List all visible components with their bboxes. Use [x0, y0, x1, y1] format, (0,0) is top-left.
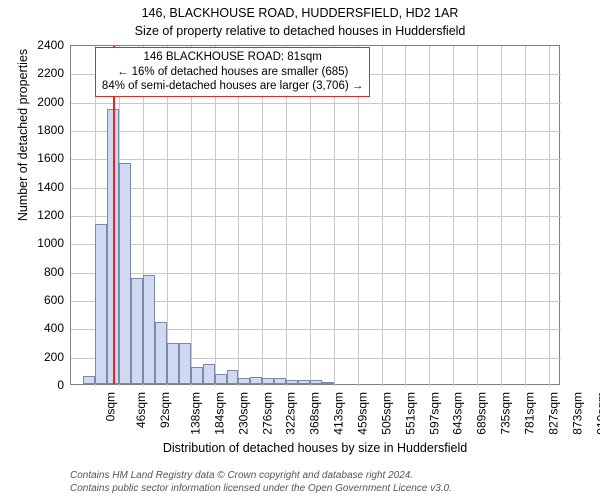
gridline-vertical	[477, 46, 478, 386]
histogram-bar	[215, 374, 227, 384]
gridline-horizontal	[71, 159, 561, 160]
gridline-horizontal	[71, 103, 561, 104]
gridline-horizontal	[71, 244, 561, 245]
histogram-bar	[227, 370, 239, 384]
histogram-bar	[274, 378, 286, 384]
histogram-bar	[95, 224, 107, 384]
gridline-vertical	[191, 46, 192, 386]
x-tick-label: 873sqm	[571, 392, 585, 435]
gridline-vertical	[501, 46, 502, 386]
y-tick-label: 400	[0, 321, 64, 335]
y-tick-label: 1200	[0, 208, 64, 222]
x-tick-label: 505sqm	[379, 392, 393, 435]
footer-line1: Contains HM Land Registry data © Crown c…	[70, 470, 413, 481]
x-tick-label: 92sqm	[158, 392, 172, 428]
x-tick-label: 230sqm	[236, 392, 250, 435]
histogram-bar	[322, 382, 334, 384]
x-tick-label: 689sqm	[475, 392, 489, 435]
x-tick-label: 46sqm	[134, 392, 148, 428]
y-tick-label: 2000	[0, 95, 64, 109]
gridline-vertical	[215, 46, 216, 386]
x-tick-label: 413sqm	[332, 392, 346, 435]
y-tick-label: 1400	[0, 180, 64, 194]
annotation-line: 84% of semi-detached houses are larger (…	[102, 79, 363, 93]
y-tick-label: 600	[0, 293, 64, 307]
x-tick-label: 184sqm	[212, 392, 226, 435]
gridline-vertical	[334, 46, 335, 386]
gridline-vertical	[382, 46, 383, 386]
x-tick-label: 322sqm	[284, 392, 298, 435]
gridline-vertical	[358, 46, 359, 386]
histogram-bar	[119, 163, 131, 384]
histogram-bar	[131, 278, 143, 384]
x-tick-label: 551sqm	[403, 392, 417, 435]
y-tick-label: 800	[0, 265, 64, 279]
gridline-vertical	[405, 46, 406, 386]
histogram-bar	[238, 378, 250, 384]
gridline-vertical	[238, 46, 239, 386]
gridline-vertical	[453, 46, 454, 386]
x-tick-label: 138sqm	[188, 392, 202, 435]
histogram-bar	[155, 322, 167, 384]
y-tick-label: 2200	[0, 66, 64, 80]
x-axis-label: Distribution of detached houses by size …	[70, 441, 560, 455]
footer-line2: Contains public sector information licen…	[70, 483, 452, 494]
histogram-bar	[179, 343, 191, 384]
x-tick-label: 0sqm	[103, 392, 117, 421]
x-tick-label: 919sqm	[595, 392, 600, 435]
gridline-horizontal	[71, 216, 561, 217]
histogram-bar	[286, 380, 298, 384]
y-tick-label: 1800	[0, 123, 64, 137]
histogram-bar	[167, 343, 179, 384]
annotation-line: 146 BLACKHOUSE ROAD: 81sqm	[102, 50, 363, 64]
figure: 146, BLACKHOUSE ROAD, HUDDERSFIELD, HD2 …	[0, 0, 600, 500]
property-marker-line	[113, 46, 115, 384]
plot-inner: 146 BLACKHOUSE ROAD: 81sqm← 16% of detac…	[71, 46, 559, 384]
x-tick-label: 643sqm	[451, 392, 465, 435]
histogram-bar	[143, 275, 155, 384]
y-tick-label: 1000	[0, 236, 64, 250]
histogram-bar	[191, 367, 203, 384]
chart-title-line1: 146, BLACKHOUSE ROAD, HUDDERSFIELD, HD2 …	[0, 6, 600, 20]
y-tick-label: 0	[0, 378, 64, 392]
histogram-bar	[250, 377, 262, 384]
histogram-bar	[310, 380, 322, 384]
gridline-horizontal	[71, 188, 561, 189]
x-tick-label: 276sqm	[260, 392, 274, 435]
gridline-vertical	[286, 46, 287, 386]
histogram-bar	[298, 380, 310, 384]
y-tick-label: 1600	[0, 151, 64, 165]
y-tick-label: 200	[0, 350, 64, 364]
x-tick-label: 597sqm	[427, 392, 441, 435]
plot-area: 146 BLACKHOUSE ROAD: 81sqm← 16% of detac…	[70, 45, 560, 385]
histogram-bar	[83, 376, 95, 385]
gridline-vertical	[167, 46, 168, 386]
histogram-bar	[262, 378, 274, 384]
annotation-line: ← 16% of detached houses are smaller (68…	[102, 65, 363, 79]
gridline-vertical	[310, 46, 311, 386]
y-tick-label: 2400	[0, 38, 64, 52]
annotation-box: 146 BLACKHOUSE ROAD: 81sqm← 16% of detac…	[95, 47, 370, 96]
gridline-vertical	[525, 46, 526, 386]
gridline-vertical	[429, 46, 430, 386]
gridline-vertical	[549, 46, 550, 386]
gridline-vertical	[262, 46, 263, 386]
x-tick-label: 735sqm	[499, 392, 513, 435]
gridline-horizontal	[71, 131, 561, 132]
x-tick-label: 781sqm	[523, 392, 537, 435]
x-tick-label: 368sqm	[308, 392, 322, 435]
histogram-bar	[203, 364, 215, 384]
x-tick-label: 459sqm	[355, 392, 369, 435]
chart-title-line2: Size of property relative to detached ho…	[0, 24, 600, 38]
x-tick-label: 827sqm	[547, 392, 561, 435]
gridline-horizontal	[71, 273, 561, 274]
